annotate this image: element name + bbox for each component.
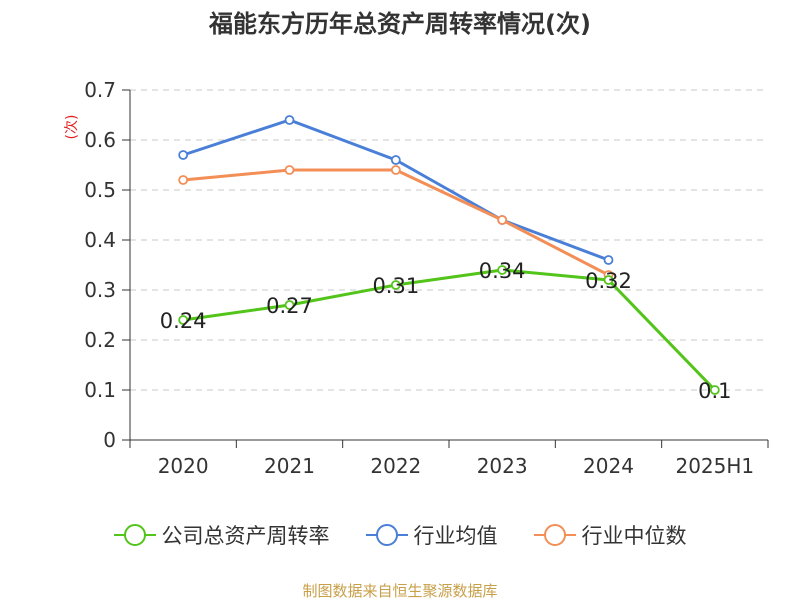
data-label: 0.32 bbox=[585, 269, 632, 293]
data-point[interactable] bbox=[603, 275, 614, 285]
series-line-2 bbox=[183, 168, 610, 277]
legend-item-company[interactable]: 公司总资产周转率 bbox=[113, 520, 330, 550]
y-tick-label: 0.4 bbox=[84, 228, 116, 252]
data-labels: 0.24 0.27 0.31 0.34 0.32 0.1 bbox=[160, 259, 732, 403]
x-tick-label: 2024 bbox=[583, 454, 634, 478]
data-point[interactable] bbox=[178, 150, 189, 160]
x-tick-label: 2022 bbox=[370, 454, 421, 478]
chart-title: 福能东方历年总资产周转率情况(次) bbox=[209, 10, 591, 38]
data-point[interactable] bbox=[390, 165, 401, 175]
data-point[interactable] bbox=[284, 165, 295, 175]
data-point[interactable] bbox=[497, 265, 508, 275]
data-point[interactable] bbox=[390, 155, 401, 165]
y-tick-label: 0.1 bbox=[84, 378, 116, 402]
legend-circle-icon bbox=[543, 524, 566, 546]
x-tick-label: 2021 bbox=[264, 454, 315, 478]
data-point[interactable] bbox=[390, 280, 401, 290]
series-lines bbox=[178, 115, 720, 395]
data-point[interactable] bbox=[284, 300, 295, 310]
data-label: 0.1 bbox=[698, 379, 731, 403]
series-line-0 bbox=[182, 268, 716, 392]
y-tick-label: 0.6 bbox=[84, 128, 116, 152]
x-tick-label: 2020 bbox=[158, 454, 209, 478]
legend-item-industry-median[interactable]: 行业中位数 bbox=[533, 520, 687, 550]
y-axis-unit-label: (次) bbox=[64, 115, 80, 140]
legend-label: 公司总资产周转率 bbox=[161, 524, 330, 548]
data-point[interactable] bbox=[284, 115, 295, 125]
y-tick-label: 0.3 bbox=[84, 278, 116, 302]
data-label: 0.34 bbox=[479, 259, 526, 283]
data-point[interactable] bbox=[603, 255, 614, 265]
data-point[interactable] bbox=[178, 175, 189, 185]
legend-circle-icon bbox=[123, 524, 146, 546]
legend-item-industry-mean[interactable]: 行业均值 bbox=[365, 520, 498, 550]
legend-label: 行业均值 bbox=[413, 524, 498, 548]
source-note: 制图数据来自恒生聚源数据库 bbox=[302, 582, 498, 600]
legend-marker-icon bbox=[365, 524, 408, 546]
data-point[interactable] bbox=[497, 215, 508, 225]
x-tick-label: 2023 bbox=[477, 454, 528, 478]
legend-marker-icon bbox=[113, 524, 156, 546]
x-tick-label: 2025H1 bbox=[675, 454, 754, 478]
data-point[interactable] bbox=[178, 315, 189, 325]
axes: 0 0.1 0.2 0.3 0.4 0.5 0.6 0.7 2020 2021 2022 2023 20… bbox=[84, 78, 769, 478]
legend-label: 行业中位数 bbox=[581, 524, 687, 548]
legend-circle-icon bbox=[375, 524, 398, 546]
data-point[interactable] bbox=[709, 385, 720, 395]
data-label: 0.31 bbox=[372, 274, 419, 298]
y-tick-label: 0.7 bbox=[84, 78, 116, 102]
y-tick-label: 0.5 bbox=[84, 178, 116, 202]
data-label: 0.27 bbox=[266, 294, 313, 318]
legend: 公司总资产周转率 行业均值 行业中位数 bbox=[0, 520, 800, 550]
data-label: 0.24 bbox=[160, 309, 207, 333]
legend-marker-icon bbox=[533, 524, 576, 546]
y-tick-label: 0 bbox=[103, 428, 116, 452]
y-tick-label: 0.2 bbox=[84, 328, 116, 352]
